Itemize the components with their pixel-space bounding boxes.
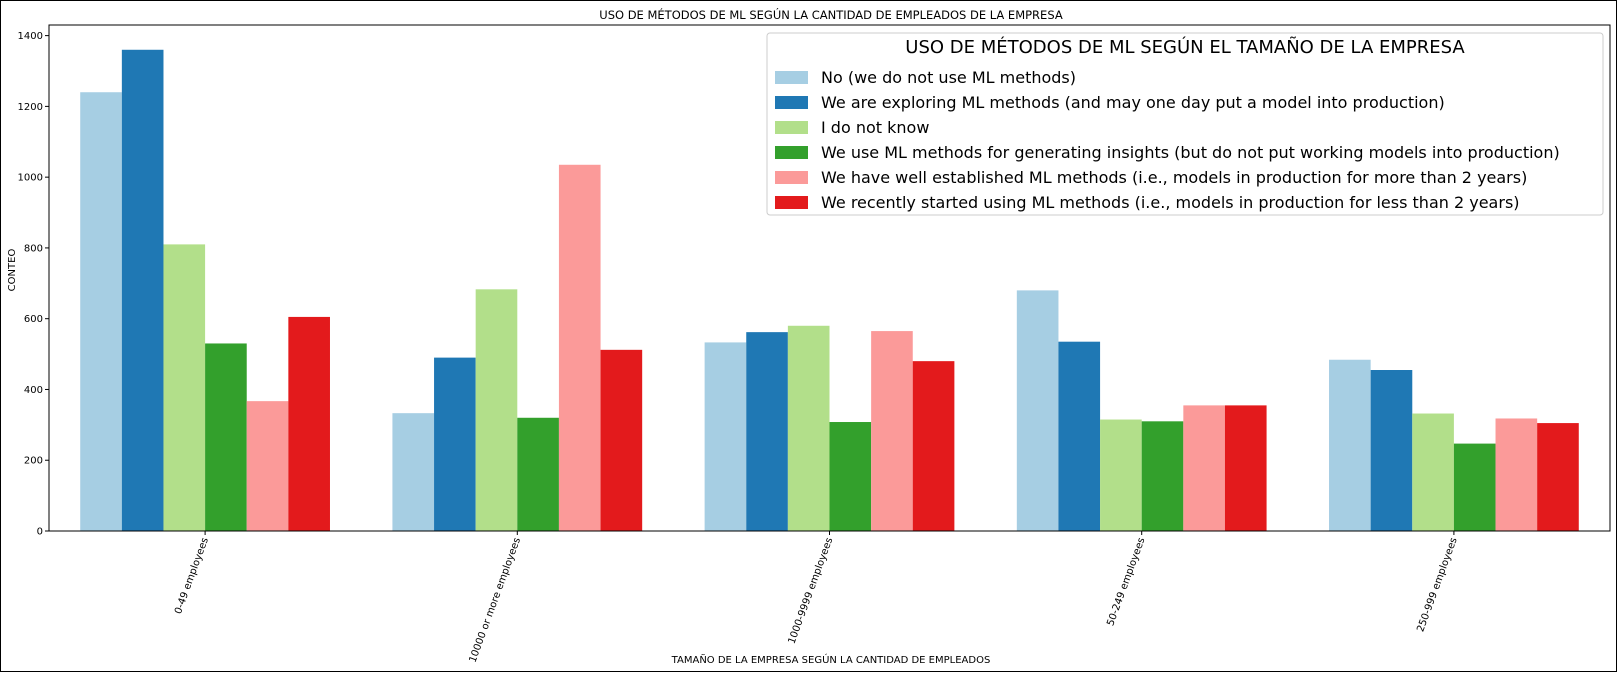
legend-label: We are exploring ML methods (and may one… <box>821 93 1445 112</box>
bar-4-2 <box>517 417 559 531</box>
bar-1-4 <box>1016 290 1059 531</box>
x-tick-label: 50-249 employees <box>1105 536 1147 627</box>
legend-swatch <box>775 171 808 184</box>
bar-6-4 <box>1224 405 1267 531</box>
legend-swatch <box>775 146 808 159</box>
x-tick-label: 10000 or more employees <box>468 536 524 664</box>
bar-2-1 <box>121 49 164 532</box>
bar-6-1 <box>288 316 330 531</box>
y-tick-label: 1000 <box>18 173 43 184</box>
y-tick-label: 1200 <box>18 102 43 113</box>
legend-swatch <box>775 196 808 209</box>
bar-3-2 <box>475 289 518 531</box>
legend-label: We use ML methods for generating insight… <box>821 143 1560 162</box>
legend: USO DE MÉTODOS DE ML SEGÚN EL TAMAÑO DE … <box>766 32 1604 216</box>
bar-6-2 <box>600 349 643 531</box>
bar-4-5 <box>1453 443 1496 531</box>
x-axis-label: TAMAÑO DE LA EMPRESA SEGÚN LA CANTIDAD D… <box>671 653 991 666</box>
x-tick-label: 1000-9999 employees <box>787 536 836 645</box>
bar-1-2 <box>392 413 435 531</box>
y-tick-label: 600 <box>24 314 43 325</box>
y-tick-label: 0 <box>37 527 43 538</box>
legend-label: No (we do not use ML methods) <box>821 68 1076 87</box>
legend-label: We recently started using ML methods (i.… <box>821 193 1520 212</box>
bar-2-3 <box>746 332 788 531</box>
bar-4-1 <box>205 343 247 531</box>
legend-swatch <box>775 96 808 109</box>
bar-1-1 <box>80 92 122 531</box>
bar-5-2 <box>558 164 601 531</box>
bar-2-5 <box>1370 370 1413 531</box>
chart-title: USO DE MÉTODOS DE ML SEGÚN LA CANTIDAD D… <box>599 7 1063 22</box>
bar-3-1 <box>163 244 206 531</box>
legend-swatch <box>775 121 808 134</box>
legend-frame <box>766 32 1604 216</box>
bar-5-4 <box>1183 405 1225 531</box>
y-tick-label: 400 <box>24 385 43 396</box>
bar-5-3 <box>871 331 913 531</box>
bar-6-5 <box>1537 423 1579 531</box>
y-tick-label: 800 <box>24 243 43 254</box>
bar-3-4 <box>1100 419 1142 531</box>
legend-label: I do not know <box>821 118 929 137</box>
bar-4-4 <box>1141 421 1184 531</box>
bar-2-4 <box>1058 341 1101 531</box>
y-axis-label: CONTEO <box>7 249 18 292</box>
legend-label: We have well established ML methods (i.e… <box>821 168 1527 187</box>
bar-5-1 <box>246 401 289 531</box>
bar-1-5 <box>1329 359 1371 531</box>
y-tick-label: 200 <box>24 456 43 467</box>
bar-6-3 <box>912 361 955 531</box>
legend-swatch <box>775 71 808 84</box>
bar-1-3 <box>704 342 747 531</box>
y-tick-label: 1400 <box>18 31 43 42</box>
x-tick-label: 0-49 employees <box>173 536 211 615</box>
bar-3-3 <box>787 325 830 531</box>
bar-3-5 <box>1412 413 1454 531</box>
bar-2-2 <box>434 357 476 531</box>
legend-title: USO DE MÉTODOS DE ML SEGÚN EL TAMAÑO DE … <box>905 36 1465 58</box>
x-tick-label: 250-999 employees <box>1415 536 1459 633</box>
bars-group <box>80 49 1579 532</box>
bar-5-5 <box>1495 418 1538 531</box>
bar-4-3 <box>829 422 872 531</box>
